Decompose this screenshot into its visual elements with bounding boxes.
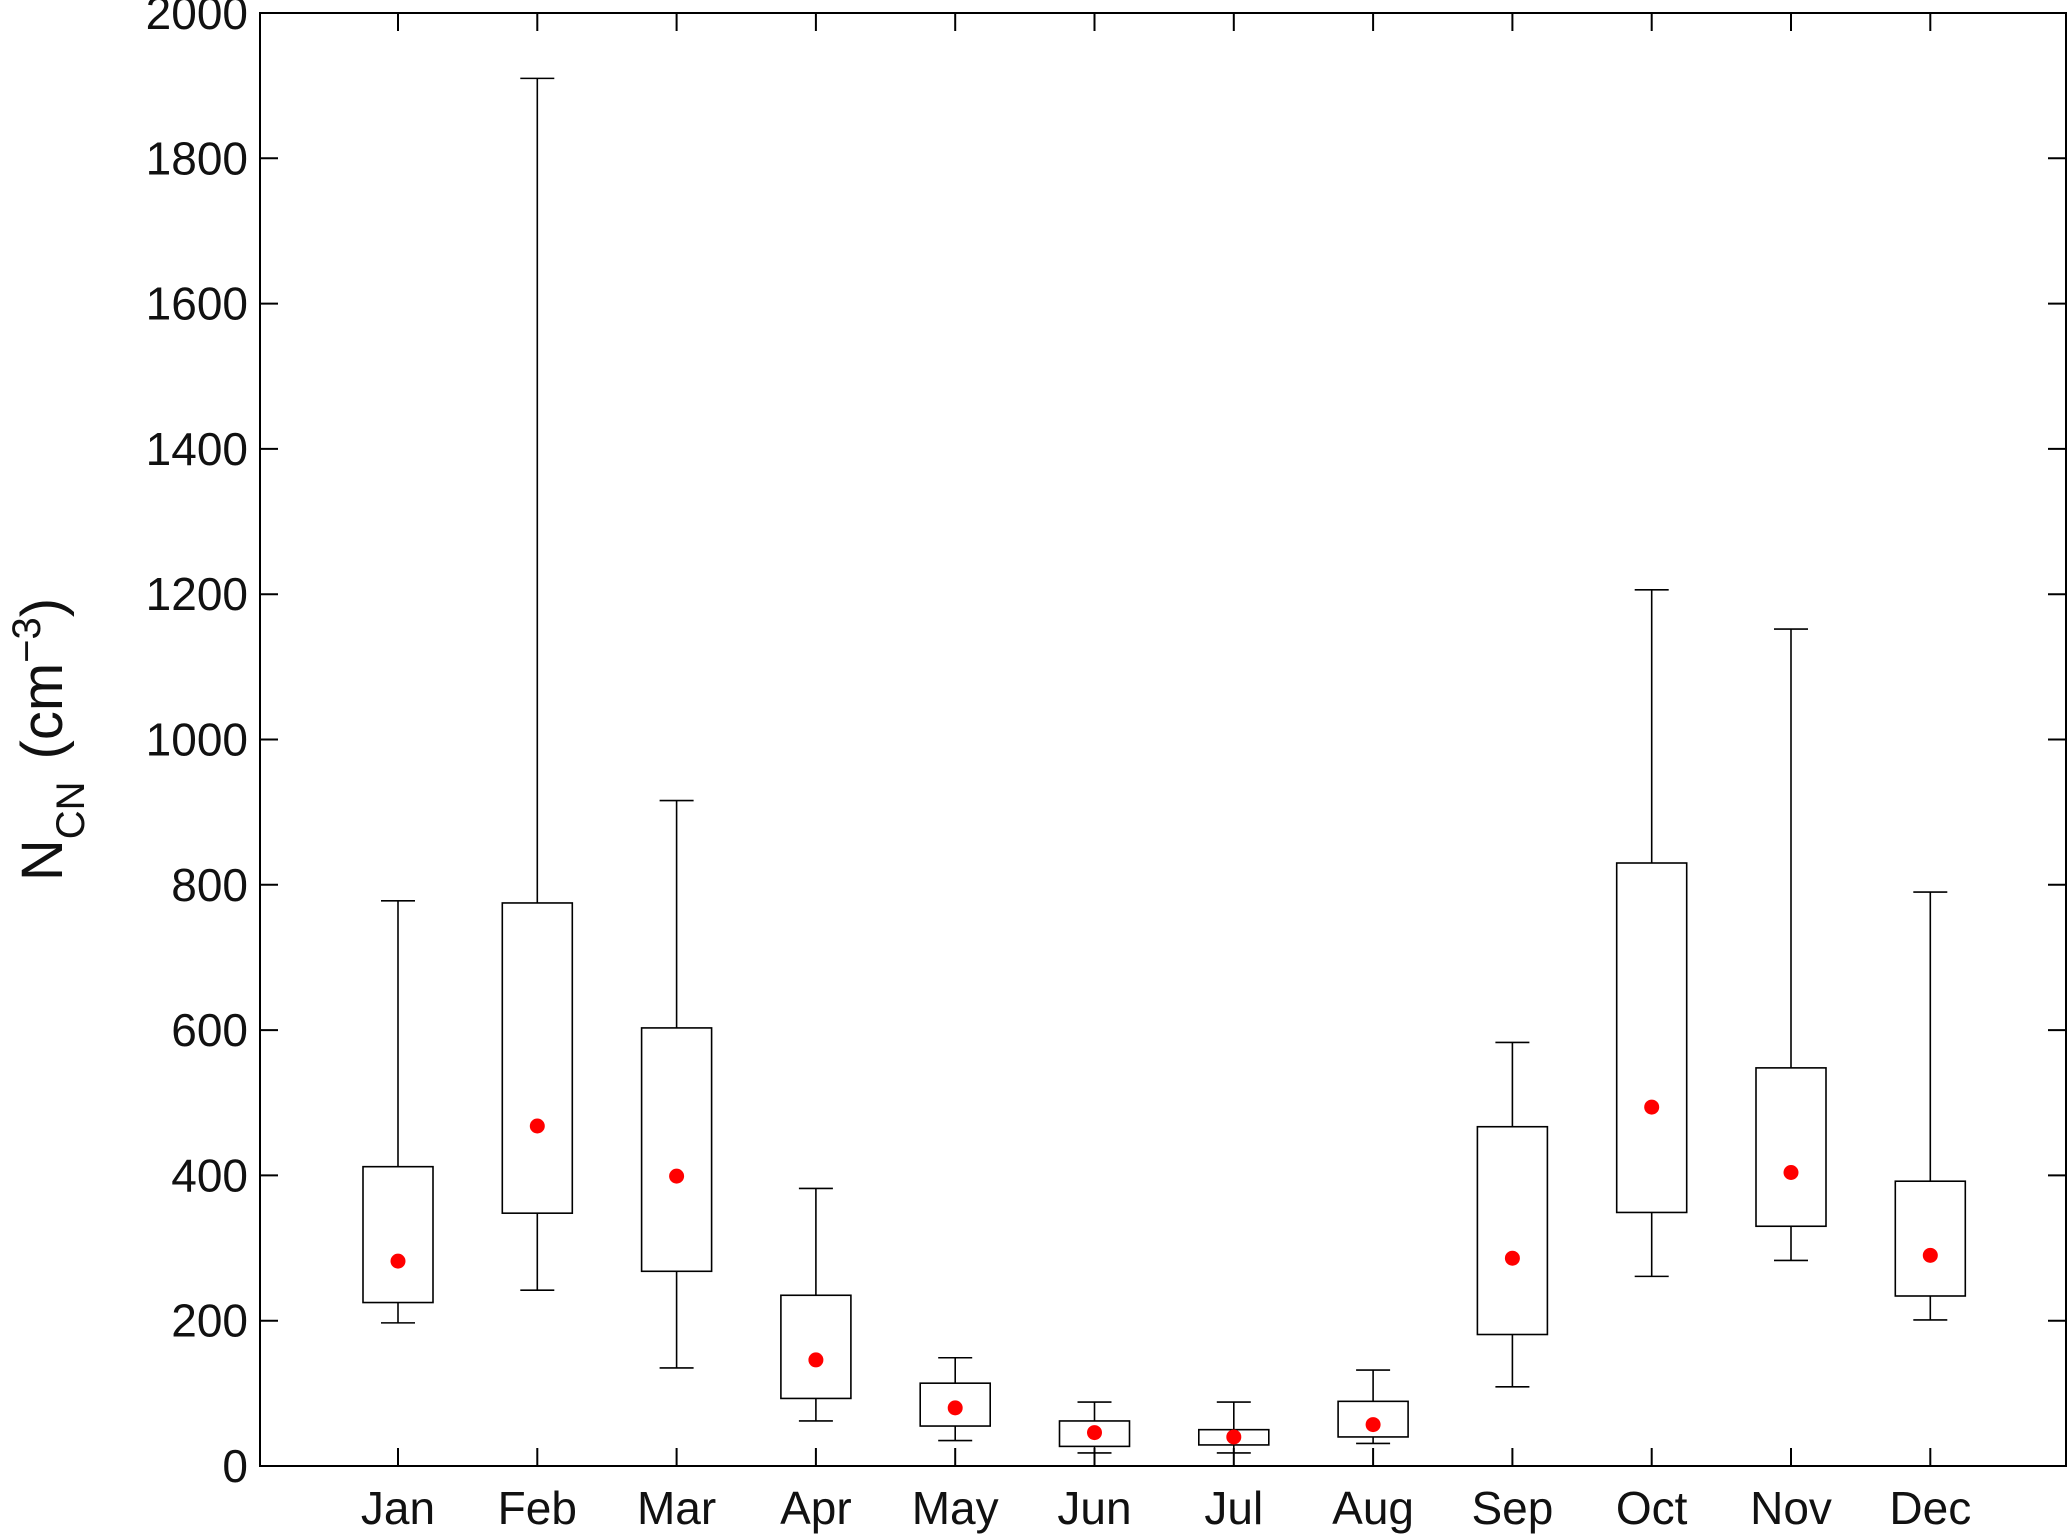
x-tick-label: Apr <box>780 1482 852 1534</box>
x-tick-label: Oct <box>1616 1482 1688 1534</box>
y-tick-label: 200 <box>171 1295 248 1347</box>
box-group <box>362 899 434 1324</box>
mean-point <box>1365 1417 1381 1433</box>
box-iqr <box>501 902 574 1214</box>
box-iqr <box>1894 1180 1967 1297</box>
y-tick-label: 1800 <box>146 132 248 184</box>
y-tick-label: 0 <box>222 1440 248 1492</box>
box-group <box>1615 589 1688 1278</box>
box-iqr <box>640 1027 713 1273</box>
box-group <box>919 1356 992 1442</box>
mean-point <box>1783 1164 1799 1180</box>
y-tick-label: 800 <box>171 859 248 911</box>
box-group <box>1755 628 1827 1262</box>
mean-point <box>947 1400 963 1416</box>
x-tick-label: Dec <box>1889 1482 1971 1534</box>
y-tick-label: 1400 <box>146 423 248 475</box>
box-group <box>1894 891 1967 1321</box>
axis-ticks: 0 200 400 600 800 1000 1200 1400 1600 1800 2000 Jan… <box>146 0 2066 1534</box>
y-tick-label: 400 <box>171 1149 248 1201</box>
y-tick-label: 1600 <box>146 278 248 330</box>
box-iqr <box>780 1294 852 1400</box>
mean-point <box>1504 1250 1520 1266</box>
y-axis-label: NCN(cm−3) <box>5 598 93 881</box>
box-iqr <box>362 1165 434 1304</box>
x-tick-label: Jun <box>1057 1482 1131 1534</box>
mean-point <box>529 1118 545 1134</box>
y-tick-label: 600 <box>171 1004 248 1056</box>
mean-point <box>669 1168 685 1184</box>
box-group <box>1337 1369 1409 1445</box>
mean-point <box>1644 1099 1660 1115</box>
x-tick-label: Sep <box>1471 1482 1553 1534</box>
box-iqr <box>1476 1125 1549 1336</box>
x-tick-label: Mar <box>637 1482 716 1534</box>
box-group <box>780 1187 852 1422</box>
box-iqr <box>1615 862 1688 1214</box>
x-tick-label: Jan <box>361 1482 435 1534</box>
y-tick-label: 2000 <box>146 0 248 39</box>
x-tick-label: Nov <box>1750 1482 1832 1534</box>
mean-point <box>1087 1425 1102 1441</box>
box-group <box>1058 1401 1131 1454</box>
box-iqr <box>1755 1067 1827 1228</box>
x-tick-label: Jul <box>1204 1482 1263 1534</box>
mean-point <box>808 1352 824 1368</box>
x-tick-label: Feb <box>498 1482 577 1534</box>
box-group <box>640 799 713 1369</box>
box-group <box>501 77 574 1291</box>
y-tick-label: 1200 <box>146 568 248 620</box>
x-tick-label: Aug <box>1332 1482 1414 1534</box>
y-tick-label: 1000 <box>146 714 248 766</box>
box-group <box>1476 1041 1549 1388</box>
mean-point <box>390 1253 406 1269</box>
mean-point <box>1922 1247 1938 1263</box>
plot-frame <box>259 12 2067 1467</box>
mean-point <box>1226 1429 1242 1445</box>
box-group <box>1198 1401 1270 1454</box>
x-tick-label: May <box>912 1482 999 1534</box>
plot-marks <box>362 77 1967 1454</box>
